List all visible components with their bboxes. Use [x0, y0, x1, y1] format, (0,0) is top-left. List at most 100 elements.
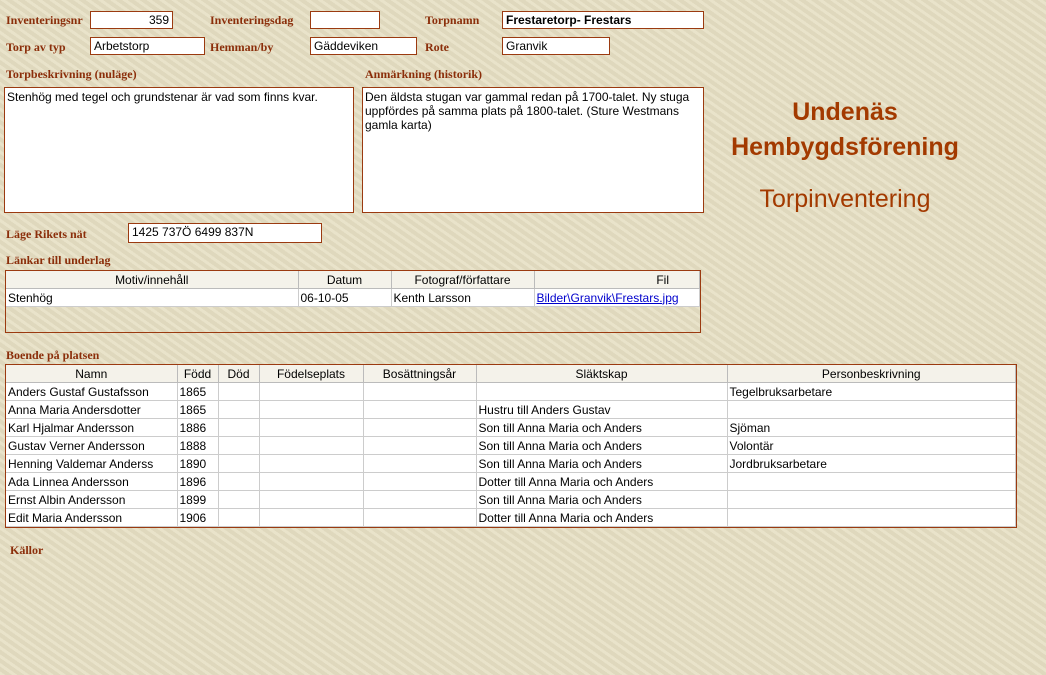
cell[interactable]: [258, 508, 364, 527]
cell[interactable]: Kenth Larsson: [390, 288, 535, 307]
table-row[interactable]: Gustav Verner Andersson 1888 Son till Anna…: [6, 436, 1016, 455]
cell[interactable]: Ernst Albin Andersson: [6, 490, 178, 509]
cell[interactable]: Bilder\Granvik\Frestars.jpg: [533, 288, 700, 307]
cell[interactable]: [217, 418, 260, 437]
cell[interactable]: Tegelbruksarbetare: [726, 382, 1016, 401]
table-row[interactable]: Edit Maria Andersson 1906 Dotter till Anna…: [6, 508, 1016, 527]
cell[interactable]: Gustav Verner Andersson: [6, 436, 178, 455]
cell[interactable]: [258, 472, 364, 491]
cell[interactable]: Stenhög: [6, 288, 299, 307]
table-row[interactable]: Anna Maria Andersdotter 1865 Hustru till A…: [6, 400, 1016, 419]
cell[interactable]: [362, 418, 477, 437]
links-table: Motiv/innehåll Datum Fotograf/författare…: [5, 270, 701, 333]
cell[interactable]: Son till Anna Maria och Anders: [475, 436, 728, 455]
cell[interactable]: Hustru till Anders Gustav: [475, 400, 728, 419]
cell[interactable]: [258, 490, 364, 509]
col-header[interactable]: Fil: [533, 271, 700, 289]
cell[interactable]: [475, 382, 728, 401]
cell[interactable]: [362, 472, 477, 491]
cell[interactable]: [217, 508, 260, 527]
residents-label: Boende på platsen: [6, 348, 100, 362]
inventeringsnr-label: Inventeringsnr: [6, 13, 83, 27]
cell[interactable]: Son till Anna Maria och Anders: [475, 490, 728, 509]
torpnamn-field[interactable]: Frestaretorp- Frestars: [502, 11, 704, 29]
cell[interactable]: [217, 490, 260, 509]
cell[interactable]: [362, 454, 477, 473]
col-header[interactable]: Personbeskrivning: [726, 365, 1016, 383]
col-header[interactable]: Bosättningsår: [362, 365, 477, 383]
cell[interactable]: [217, 436, 260, 455]
cell[interactable]: 1888: [176, 436, 219, 455]
col-header[interactable]: Datum: [297, 271, 392, 289]
cell[interactable]: [217, 454, 260, 473]
inventeringsnr-field[interactable]: 359: [90, 11, 173, 29]
cell[interactable]: Volontär: [726, 436, 1016, 455]
cell[interactable]: [726, 400, 1016, 419]
torp-av-typ-label: Torp av typ: [6, 40, 66, 54]
cell[interactable]: [362, 400, 477, 419]
table-row[interactable]: Ada Linnea Andersson 1896 Dotter till Anna…: [6, 472, 1016, 491]
cell[interactable]: 1899: [176, 490, 219, 509]
cell[interactable]: Anna Maria Andersdotter: [6, 400, 178, 419]
cell[interactable]: 1865: [176, 382, 219, 401]
cell[interactable]: [258, 436, 364, 455]
col-header[interactable]: Född: [176, 365, 219, 383]
table-row[interactable]: Karl Hjalmar Andersson 1886 Son till Anna …: [6, 418, 1016, 437]
cell[interactable]: [217, 472, 260, 491]
torp-av-typ-field[interactable]: Arbetstorp: [90, 37, 205, 55]
table-row[interactable]: Anders Gustaf Gustafsson 1865 Tegelbruksar…: [6, 382, 1016, 401]
cell[interactable]: [258, 454, 364, 473]
anmarkning-textarea[interactable]: Den äldsta stugan var gammal redan på 17…: [362, 87, 704, 213]
table-row[interactable]: Henning Valdemar Anderss 1890 Son till Ann…: [6, 454, 1016, 473]
links-label: Länkar till underlag: [6, 253, 111, 267]
cell[interactable]: 1886: [176, 418, 219, 437]
cell[interactable]: [217, 382, 260, 401]
cell[interactable]: [362, 508, 477, 527]
cell[interactable]: [362, 382, 477, 401]
residents-header-row: Namn Född Död Födelseplats Bosättningsår Släk…: [6, 365, 1016, 383]
cell[interactable]: [217, 400, 260, 419]
cell[interactable]: 1896: [176, 472, 219, 491]
col-header[interactable]: Namn: [6, 365, 178, 383]
page-subtitle: Torpinventering: [759, 185, 931, 213]
cell[interactable]: [726, 508, 1016, 527]
cell[interactable]: [258, 382, 364, 401]
cell[interactable]: Karl Hjalmar Andersson: [6, 418, 178, 437]
cell[interactable]: Sjöman: [726, 418, 1016, 437]
beskrivning-textarea[interactable]: Stenhög med tegel och grundstenar är vad…: [4, 87, 354, 213]
rote-label: Rote: [425, 40, 449, 54]
cell[interactable]: Dotter till Anna Maria och Anders: [475, 508, 728, 527]
cell[interactable]: Ada Linnea Andersson: [6, 472, 178, 491]
lage-field[interactable]: 1425 737Ö 6499 837N: [128, 223, 322, 243]
cell[interactable]: [726, 472, 1016, 491]
col-header[interactable]: Död: [217, 365, 260, 383]
cell[interactable]: Anders Gustaf Gustafsson: [6, 382, 178, 401]
col-header[interactable]: Motiv/innehåll: [6, 271, 299, 289]
cell[interactable]: 1865: [176, 400, 219, 419]
inventeringsdag-field[interactable]: [310, 11, 380, 29]
cell[interactable]: 06-10-05: [297, 288, 392, 307]
col-header[interactable]: Fotograf/författare: [390, 271, 535, 289]
lage-label: Läge Rikets nät: [6, 227, 87, 241]
cell[interactable]: Henning Valdemar Anderss: [6, 454, 178, 473]
table-row[interactable]: Ernst Albin Andersson 1899 Son till Anna M…: [6, 490, 1016, 509]
cell[interactable]: Dotter till Anna Maria och Anders: [475, 472, 728, 491]
table-row[interactable]: Stenhög 06-10-05 Kenth Larsson Bilder\Gr…: [6, 288, 700, 307]
cell[interactable]: [258, 400, 364, 419]
rote-field[interactable]: Granvik: [502, 37, 610, 55]
cell[interactable]: [362, 490, 477, 509]
cell[interactable]: Jordbruksarbetare: [726, 454, 1016, 473]
cell[interactable]: Son till Anna Maria och Anders: [475, 418, 728, 437]
cell[interactable]: Son till Anna Maria och Anders: [475, 454, 728, 473]
col-header[interactable]: Släktskap: [475, 365, 728, 383]
cell[interactable]: 1906: [176, 508, 219, 527]
hemman-field[interactable]: Gäddeviken: [310, 37, 417, 55]
residents-table: Namn Född Död Födelseplats Bosättningsår Släk…: [5, 364, 1017, 528]
cell[interactable]: Edit Maria Andersson: [6, 508, 178, 527]
file-link[interactable]: Bilder\Granvik\Frestars.jpg: [536, 290, 679, 305]
cell[interactable]: 1890: [176, 454, 219, 473]
cell[interactable]: [726, 490, 1016, 509]
col-header[interactable]: Födelseplats: [258, 365, 364, 383]
cell[interactable]: [362, 436, 477, 455]
cell[interactable]: [258, 418, 364, 437]
